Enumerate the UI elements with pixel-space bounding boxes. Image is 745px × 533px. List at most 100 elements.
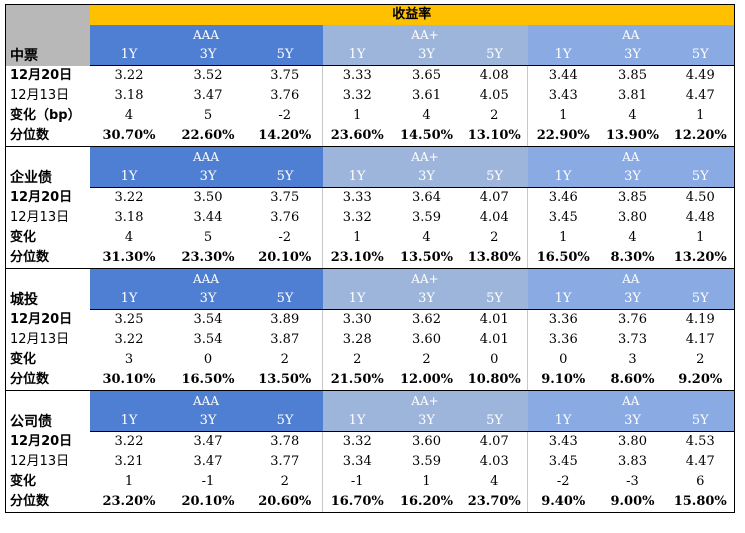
table-row: 12月13日 3.18 3.44 3.76 3.32 3.59 4.04 3.45 3.80 4.… bbox=[5, 208, 735, 228]
tenor-header: 3Y bbox=[598, 411, 667, 432]
rating-group-header: AA bbox=[527, 25, 735, 45]
tenor-header: 1Y bbox=[322, 167, 392, 188]
value-cell: 4 bbox=[490, 474, 499, 489]
value-cell: -1 bbox=[201, 474, 215, 489]
value-cell: 3.76 bbox=[270, 88, 300, 103]
tenor-header: 3Y bbox=[168, 45, 248, 66]
value-cell: 3.80 bbox=[618, 434, 647, 449]
value-cell: 3.46 bbox=[527, 187, 599, 208]
value-cell: 1 bbox=[666, 106, 735, 126]
row-label: 12月13日 bbox=[5, 452, 90, 472]
value-cell: 1 bbox=[322, 106, 392, 126]
value-cell: 3.45 bbox=[527, 452, 599, 472]
value-cell: 1 bbox=[666, 228, 735, 248]
value-cell: 3.81 bbox=[618, 88, 647, 103]
row-label: 12月20日 bbox=[5, 187, 90, 208]
value-cell: 21.50% bbox=[322, 370, 392, 391]
rating-group-header: AAA bbox=[89, 146, 323, 167]
tenor-header: 3Y bbox=[168, 289, 248, 310]
tenor-header-row: 1Y 3Y 5Y 1Y 3Y 5Y 1Y 3Y 5Y bbox=[6, 167, 735, 188]
row-label: 12月20日 bbox=[5, 431, 90, 452]
tenor-header-row: 1Y 3Y 5Y 1Y 3Y 5Y 1Y 3Y 5Y bbox=[6, 289, 735, 310]
table-row: 变化 4 5 -2 1 4 2 1 4 1 bbox=[5, 228, 735, 248]
value-cell: 3.47 bbox=[193, 454, 223, 469]
value-cell: 3.77 bbox=[270, 454, 300, 469]
rating-group-header: AA bbox=[527, 390, 735, 411]
rating-group-header: AAA bbox=[89, 268, 323, 289]
tenor-header: 5Y bbox=[461, 411, 528, 432]
value-cell: 3.44 bbox=[193, 210, 223, 225]
value-cell: 3.65 bbox=[412, 68, 441, 83]
tenor-header: 1Y bbox=[322, 45, 392, 66]
group-header-row: 公司债 AAA AA+ AA bbox=[5, 390, 735, 432]
value-cell: 3.47 bbox=[193, 434, 223, 449]
value-cell: 8.60% bbox=[598, 370, 667, 391]
group-header-row: 城投 AAA AA+ AA bbox=[5, 268, 735, 310]
value-cell: 3.76 bbox=[618, 312, 647, 327]
value-cell: 23.20% bbox=[89, 492, 169, 513]
value-cell: 3.18 bbox=[114, 88, 144, 103]
group-header-row: 中票 AAA AA+ AA bbox=[5, 25, 735, 66]
tenor-header: 5Y bbox=[461, 45, 528, 66]
value-cell: 31.30% bbox=[89, 248, 169, 269]
value-cell: 9.40% bbox=[527, 492, 599, 513]
value-cell: 0 bbox=[490, 352, 499, 367]
tenor-header: 5Y bbox=[461, 167, 528, 188]
value-cell: 10.80% bbox=[461, 370, 528, 391]
value-cell: 3.25 bbox=[114, 312, 144, 327]
value-cell: 3.61 bbox=[412, 88, 441, 103]
row-label: 12月20日 bbox=[5, 65, 90, 86]
row-label: 变化 bbox=[5, 228, 90, 248]
rating-group-header: AA+ bbox=[322, 146, 528, 167]
value-cell: 4 bbox=[124, 230, 134, 245]
value-cell: 1 bbox=[322, 228, 392, 248]
value-cell: -2 bbox=[527, 472, 599, 492]
table-row: 12月20日 3.22 3.52 3.75 3.33 3.65 4.08 3.44 3.85 4.… bbox=[5, 65, 735, 86]
value-cell: 3.54 bbox=[193, 332, 223, 347]
row-label: 分位数 bbox=[5, 370, 90, 391]
rating-group-header: AAA bbox=[89, 25, 323, 45]
value-cell: 4 bbox=[422, 230, 431, 245]
value-cell: 3.47 bbox=[193, 88, 223, 103]
value-cell: 5 bbox=[203, 108, 213, 123]
value-cell: 13.80% bbox=[461, 248, 528, 269]
rating-group-header: AA+ bbox=[322, 390, 528, 411]
tenor-header: 1Y bbox=[527, 167, 599, 188]
yield-table: 收益率 中票 AAA AA+ AA 1Y 3Y 5Y 1Y 3Y 5Y 1Y 3Y 5Y 12月20日 3.… bbox=[5, 4, 735, 513]
value-cell: 4.47 bbox=[666, 452, 735, 472]
row-label: 变化 bbox=[5, 472, 90, 492]
table-row: 12月20日 3.25 3.54 3.89 3.30 3.62 4.01 3.36 3.76 4.… bbox=[5, 309, 735, 330]
value-cell: 3.43 bbox=[527, 86, 599, 106]
value-cell: 3 bbox=[628, 352, 637, 367]
tenor-header-row: 1Y 3Y 5Y 1Y 3Y 5Y 1Y 3Y 5Y bbox=[6, 411, 735, 432]
value-cell: 3.32 bbox=[322, 86, 392, 106]
value-cell: 3 bbox=[124, 352, 134, 367]
value-cell: 3.32 bbox=[322, 208, 392, 228]
rating-group-header: AA bbox=[527, 268, 735, 289]
value-cell: 3.59 bbox=[412, 454, 441, 469]
value-cell: 3.33 bbox=[322, 65, 392, 86]
tenor-header: 5Y bbox=[666, 289, 735, 310]
table-row: 12月13日 3.21 3.47 3.77 3.34 3.59 4.03 3.45 3.83 4.… bbox=[5, 452, 735, 472]
row-label: 分位数 bbox=[5, 492, 90, 513]
value-cell: 14.20% bbox=[247, 126, 323, 147]
value-cell: 4.04 bbox=[479, 210, 509, 225]
tenor-header: 1Y bbox=[527, 289, 599, 310]
value-cell: 13.10% bbox=[461, 126, 528, 147]
value-cell: 3.22 bbox=[114, 190, 144, 205]
value-cell: 4.03 bbox=[479, 454, 509, 469]
value-cell: 3.45 bbox=[527, 208, 599, 228]
tenor-header: 5Y bbox=[247, 289, 323, 310]
value-cell: 3.73 bbox=[618, 332, 647, 347]
tenor-header: 5Y bbox=[461, 289, 528, 310]
value-cell: 4.47 bbox=[666, 86, 735, 106]
value-cell: 4.05 bbox=[479, 88, 509, 103]
value-cell: 12.20% bbox=[666, 126, 735, 147]
tenor-header: 1Y bbox=[527, 45, 599, 66]
value-cell: 0 bbox=[527, 350, 599, 370]
value-cell: -2 bbox=[278, 108, 292, 123]
title-row: 收益率 bbox=[5, 4, 735, 25]
value-cell: 4.19 bbox=[666, 309, 735, 330]
value-cell: -2 bbox=[278, 230, 292, 245]
tenor-header: 3Y bbox=[598, 167, 667, 188]
